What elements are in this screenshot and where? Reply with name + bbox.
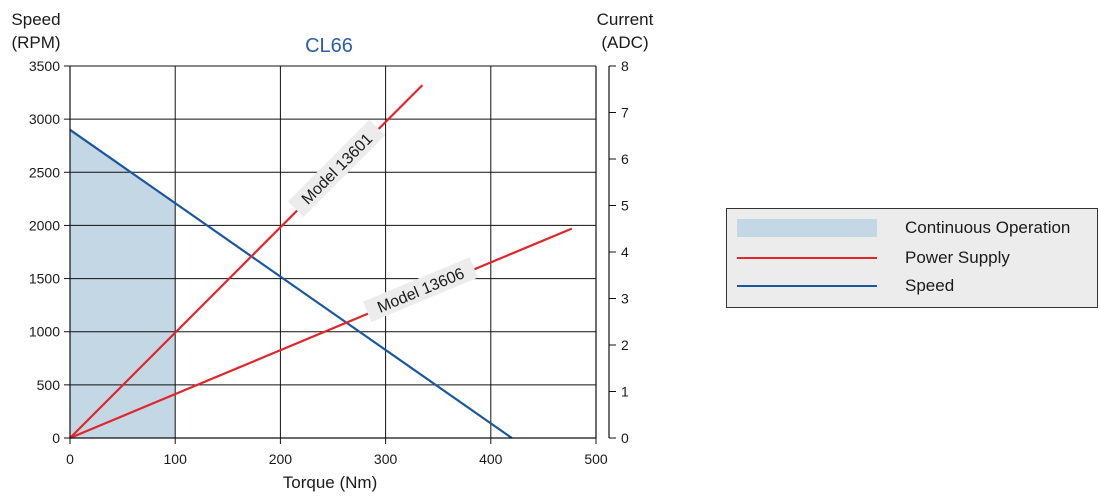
model-13606-label-bg [362, 257, 479, 323]
bottom-tick-label-500: 500 [584, 451, 608, 467]
bottom-tick-label-100: 100 [164, 451, 188, 467]
right-tick-label-4: 4 [621, 244, 629, 260]
legend-label-power-supply: Power Supply [905, 248, 1010, 267]
left-axis: 0 500 1000 1500 2000 2500 3000 3500 [29, 58, 71, 446]
x-axis-label: Torque (Nm) [283, 473, 377, 492]
bottom-tick-label-400: 400 [479, 451, 503, 467]
right-tick-label-3: 3 [621, 291, 629, 307]
right-tick-label-0: 0 [621, 430, 629, 446]
left-tick-label-500: 500 [37, 377, 61, 393]
legend: Continuous Operation Power Supply Speed [726, 208, 1098, 308]
legend-item-speed: Speed [737, 273, 1097, 299]
model-13601-label: Model 13601 [299, 131, 376, 209]
right-tick-label-7: 7 [621, 105, 629, 121]
right-tick-label-5: 5 [621, 198, 629, 214]
right-tick-label-6: 6 [621, 151, 629, 167]
bottom-tick-label-200: 200 [269, 451, 293, 467]
bottom-tick-label-0: 0 [66, 451, 74, 467]
left-tick-label-1000: 1000 [29, 324, 60, 340]
left-tick-label-3500: 3500 [29, 58, 60, 74]
legend-label-continuous: Continuous Operation [905, 218, 1071, 237]
chart-title: CL66 [305, 35, 353, 57]
bottom-axis: 0 100 200 300 400 500 [66, 437, 608, 467]
right-tick-label-2: 2 [621, 337, 629, 353]
bottom-tick-label-300: 300 [374, 451, 398, 467]
left-tick-label-2000: 2000 [29, 217, 60, 233]
y-left-label-line2: (RPM) [11, 33, 60, 52]
y-left-label-line1: Speed [11, 10, 60, 29]
left-tick-label-0: 0 [52, 430, 60, 446]
right-tick-label-1: 1 [621, 384, 629, 400]
left-tick-label-2500: 2500 [29, 164, 60, 180]
legend-swatch-continuous [737, 219, 877, 237]
legend-label-speed: Speed [905, 276, 955, 295]
plot-fill-layer [70, 129, 176, 438]
continuous-operation-area [70, 129, 176, 438]
y-right-label-line2: (ADC) [601, 33, 648, 52]
series-line-speed [69, 128, 513, 439]
left-tick-label-3000: 3000 [29, 111, 60, 127]
y-right-label-line1: Current [597, 10, 654, 29]
series-line-model-13606 [69, 227, 573, 440]
right-tick-label-8: 8 [621, 58, 629, 74]
left-tick-label-1500: 1500 [29, 271, 60, 287]
legend-item-power-supply: Power Supply [737, 245, 1097, 271]
legend-item-continuous: Continuous Operation [737, 215, 1097, 241]
model-13601-label-bg [287, 119, 386, 218]
legend-swatch-power-supply [737, 257, 877, 259]
right-axis: 0 1 2 3 4 5 6 7 8 [595, 58, 629, 446]
legend-swatch-speed [737, 285, 877, 287]
